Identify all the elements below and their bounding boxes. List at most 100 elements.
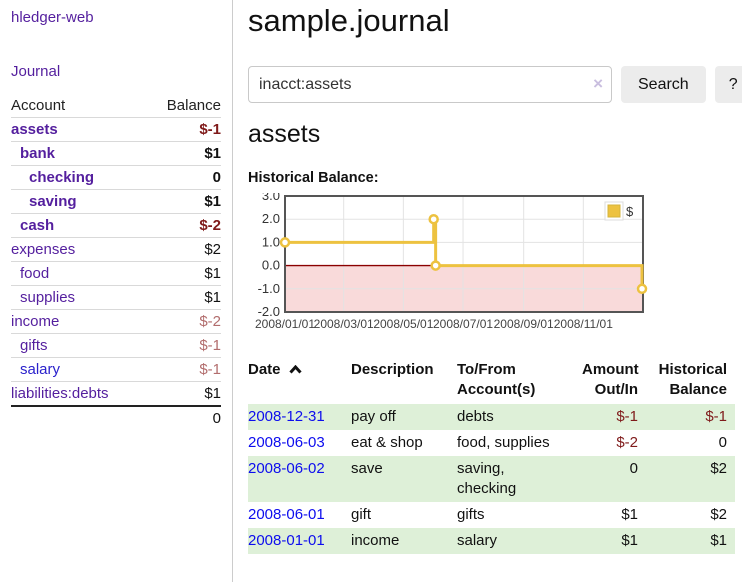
chart-title: Historical Balance: — [248, 170, 379, 186]
transaction-date-link[interactable]: 2008-01-01 — [248, 532, 325, 549]
account-row: assets $-1 — [11, 117, 221, 141]
account-balance: $1 — [204, 289, 221, 306]
svg-text:-1.0: -1.0 — [258, 281, 280, 296]
sidebar: hledger-web Journal Account Balance asse… — [0, 0, 233, 582]
register-row[interactable]: 2008-12-31 pay off debts $-1 $-1 — [248, 404, 735, 430]
accounts-column-header[interactable]: To/From Account(s) — [457, 361, 536, 398]
account-link[interactable]: assets — [11, 121, 58, 138]
account-row: bank $1 — [11, 141, 221, 165]
account-link[interactable]: gifts — [20, 337, 48, 354]
account-heading: assets — [248, 120, 321, 148]
account-link[interactable]: income — [11, 313, 60, 330]
transaction-date-link[interactable]: 2008-06-02 — [248, 460, 325, 477]
date-header-label: Date — [248, 361, 281, 378]
amount-cell: $-2 — [616, 434, 638, 451]
account-row: income $-2 — [11, 309, 221, 333]
accounts-rows: assets $-1 bank $1 checking 0 saving $1 cash $-2 e… — [11, 117, 221, 405]
accounts-cell: salary — [457, 532, 498, 549]
historical-balance-chart: 3.0 2.0 1.0 0.0 -1.0 -2.0 2008/01/01 2008/03/01… — [248, 188, 742, 340]
svg-text:2008/03/01: 2008/03/01 — [314, 317, 374, 331]
account-balance: $1 — [204, 145, 221, 162]
account-balance: $-2 — [199, 217, 221, 234]
accounts-cell: debts — [457, 408, 494, 425]
description-cell: income — [351, 532, 400, 549]
description-cell: pay off — [351, 408, 396, 425]
balance-cell: $-1 — [705, 408, 727, 425]
accounts-cell: saving, checking — [457, 460, 517, 497]
date-column-header[interactable]: Date — [248, 358, 343, 404]
account-row: food $1 — [11, 261, 221, 285]
description-column-header[interactable]: Description — [351, 361, 434, 378]
accounts-table-header: Account Balance — [11, 95, 221, 117]
transaction-date-link[interactable]: 2008-12-31 — [248, 408, 325, 425]
search-form: × Search ? — [248, 66, 742, 103]
date-cell: 2008-06-01 — [248, 502, 343, 528]
svg-text:-2.0: -2.0 — [258, 304, 280, 319]
svg-text:2008/09/01: 2008/09/01 — [494, 317, 554, 331]
accounts-total-value: 0 — [212, 410, 221, 427]
svg-text:3.0: 3.0 — [262, 193, 280, 203]
sort-ascending-icon — [289, 365, 302, 374]
account-link[interactable]: salary — [20, 361, 61, 378]
amount-column-header[interactable]: Amount Out/In — [582, 361, 639, 398]
transaction-date-link[interactable]: 2008-06-01 — [248, 506, 325, 523]
help-button[interactable]: ? — [714, 66, 742, 103]
account-balance: $2 — [204, 241, 221, 258]
account-link[interactable]: saving — [29, 193, 77, 210]
account-balance: $-1 — [199, 361, 221, 378]
clear-search-icon[interactable]: × — [593, 74, 603, 93]
account-row: salary $-1 — [11, 357, 221, 381]
accounts-cell: gifts — [457, 506, 485, 523]
account-balance: $-1 — [199, 337, 221, 354]
amount-cell: 0 — [629, 460, 638, 477]
account-link[interactable]: expenses — [11, 241, 76, 258]
accounts-table: Account Balance assets $-1 bank $1 checking 0… — [11, 95, 221, 430]
account-link[interactable]: food — [20, 265, 50, 282]
sidebar-item-journal[interactable]: Journal — [11, 63, 61, 80]
account-row: gifts $-1 — [11, 333, 221, 357]
register-row[interactable]: 2008-01-01 income salary $1 $1 — [248, 528, 735, 554]
transaction-date-link[interactable]: 2008-06-03 — [248, 434, 325, 451]
account-link[interactable]: liabilities:debts — [11, 385, 109, 402]
description-cell: save — [351, 460, 383, 477]
account-row: cash $-2 — [11, 213, 221, 237]
svg-text:0.0: 0.0 — [262, 258, 280, 273]
account-balance: $1 — [204, 193, 221, 210]
svg-text:2008/05/01: 2008/05/01 — [373, 317, 433, 331]
account-balance: $-1 — [199, 121, 221, 138]
date-cell: 2008-01-01 — [248, 528, 343, 554]
amount-cell: $1 — [621, 532, 638, 549]
account-balance: 0 — [212, 169, 221, 186]
account-link[interactable]: checking — [29, 169, 95, 186]
svg-text:2008/11/01: 2008/11/01 — [554, 317, 613, 331]
account-row: saving $1 — [11, 189, 221, 213]
amount-cell: $-1 — [616, 408, 638, 425]
account-link[interactable]: supplies — [20, 289, 76, 306]
balance-cell: $2 — [710, 506, 727, 523]
brand-link[interactable]: hledger-web — [11, 9, 94, 26]
page-title: sample.journal — [248, 3, 450, 38]
chart-svg: 3.0 2.0 1.0 0.0 -1.0 -2.02008/01/012008/03/01… — [255, 188, 648, 331]
description-cell: eat & shop — [351, 434, 423, 451]
register-table: Date Description To/From Account(s) Amou… — [248, 358, 735, 554]
search-button[interactable]: Search — [621, 66, 706, 103]
account-row: supplies $1 — [11, 285, 221, 309]
account-link[interactable]: cash — [20, 217, 55, 234]
account-balance: $1 — [204, 265, 221, 282]
search-input[interactable] — [248, 66, 612, 103]
balance-cell: $2 — [710, 460, 727, 477]
register-header-row: Date Description To/From Account(s) Amou… — [248, 358, 735, 404]
account-balance: $-2 — [199, 313, 221, 330]
account-link[interactable]: bank — [20, 145, 56, 162]
balance-column-header: Balance — [166, 97, 221, 114]
balance-column-header-main[interactable]: Historical Balance — [658, 361, 727, 398]
register-row[interactable]: 2008-06-02 save saving, checking 0 $2 — [248, 456, 735, 502]
register-row[interactable]: 2008-06-03 eat & shop food, supplies $-2 0 — [248, 430, 735, 456]
date-cell: 2008-06-03 — [248, 430, 343, 456]
date-cell: 2008-06-02 — [248, 456, 343, 502]
register-row[interactable]: 2008-06-01 gift gifts $1 $2 — [248, 502, 735, 528]
svg-text:2008/07/01: 2008/07/01 — [433, 317, 493, 331]
balance-cell: $1 — [710, 532, 727, 549]
main-content: sample.journal × Search ? assets Histori… — [248, 0, 742, 582]
date-cell: 2008-12-31 — [248, 404, 343, 430]
